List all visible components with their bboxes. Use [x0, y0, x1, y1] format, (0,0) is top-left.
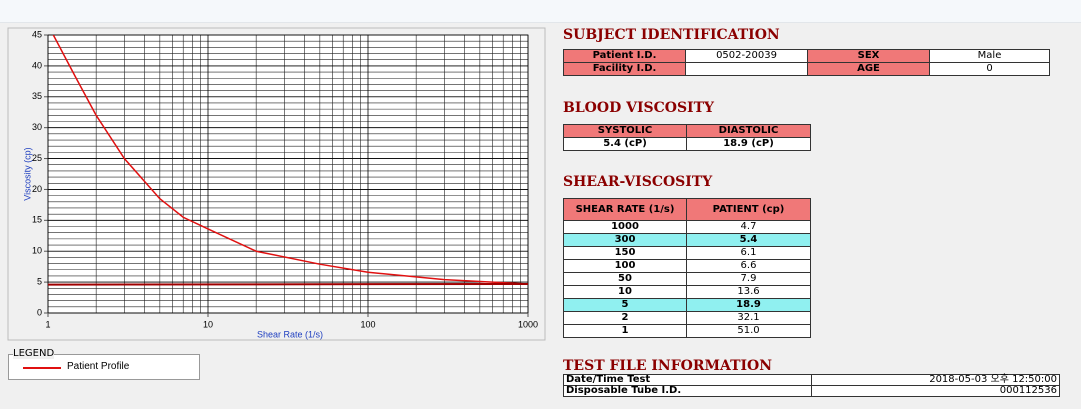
x-tick-label: 1 [45, 319, 50, 329]
legend: LEGEND Patient Profile [8, 348, 200, 380]
cell: 2018-05-03 오후 12:50:00 [811, 374, 1060, 386]
plot-area [47, 34, 529, 314]
cell: SYSTOLIC [563, 124, 687, 138]
chart: Shear Rate (1/s) Viscosity (cp) 0 5 10 15 20… [7, 27, 546, 341]
cell: SEX [807, 49, 930, 63]
y-tick-label: 35 [32, 91, 42, 101]
cell: 150 [563, 246, 687, 260]
cell: 2 [563, 311, 687, 325]
section-title: BLOOD VISCOSITY [563, 100, 715, 116]
cell: Facility I.D. [563, 62, 686, 76]
cell: 100 [563, 259, 687, 273]
cell: SHEAR RATE (1/s) [563, 198, 687, 221]
cell: 300 [563, 233, 687, 247]
cell: 5.4 [686, 233, 811, 247]
y-tick-label: 10 [32, 246, 42, 256]
cell: Disposable Tube I.D. [563, 385, 812, 397]
y-tick-label: 20 [32, 184, 42, 194]
cell: 18.9 [686, 298, 811, 312]
subject-table: Patient I.D. 0502-20039 SEX Male Facility I… [563, 49, 1050, 76]
row: Disposable Tube I.D. 000112536 [563, 385, 1060, 397]
row: 2 32.1 [563, 311, 811, 325]
y-tick-label: 30 [32, 122, 42, 132]
cell: 5 [563, 298, 687, 312]
x-tick-label: 10 [203, 319, 213, 329]
y-tick-label: 40 [32, 60, 42, 70]
row: 1 51.0 [563, 324, 811, 338]
title-bar [0, 0, 1081, 23]
y-tick-label: 5 [37, 276, 42, 286]
section-title: SHEAR-VISCOSITY [563, 174, 713, 190]
cell: 18.9 (cP) [686, 137, 811, 151]
cell: AGE [807, 62, 930, 76]
cell: 1 [563, 324, 687, 338]
y-tick-label: 45 [32, 29, 42, 39]
cell: 10 [563, 285, 687, 299]
legend-title: LEGEND [13, 348, 55, 359]
y-axis-label: Viscosity (cp) [22, 147, 32, 200]
x-axis-label: Shear Rate (1/s) [257, 329, 323, 339]
cell: 32.1 [686, 311, 811, 325]
cell: 50 [563, 272, 687, 286]
x-tick-label: 100 [360, 319, 375, 329]
cell: 1000 [563, 220, 687, 234]
cell: PATIENT (cp) [686, 198, 811, 221]
cell: 6.1 [686, 246, 811, 260]
cell: 4.7 [686, 220, 811, 234]
row: 5 18.9 [563, 298, 811, 312]
cell: 13.6 [686, 285, 811, 299]
y-tick-label: 15 [32, 215, 42, 225]
row: 100 6.6 [563, 259, 811, 273]
legend-swatch [23, 367, 61, 369]
legend-label: Patient Profile [67, 361, 130, 372]
cell: 51.0 [686, 324, 811, 338]
cell: 0 [929, 62, 1050, 76]
cell: Date/Time Test [563, 374, 812, 386]
cell: Male [929, 49, 1050, 63]
row: 1000 4.7 [563, 220, 811, 234]
cell: DIASTOLIC [686, 124, 811, 138]
x-tick-label: 1000 [518, 319, 538, 329]
cell: 7.9 [686, 272, 811, 286]
cell: 5.4 (cP) [563, 137, 687, 151]
row: Date/Time Test 2018-05-03 오후 12:50:00 [563, 374, 1060, 386]
y-tick-label: 25 [32, 153, 42, 163]
blood-table: SYSTOLIC DIASTOLIC 5.4 (cP) 18.9 (cP) [563, 124, 811, 151]
row: 50 7.9 [563, 272, 811, 286]
cell [685, 62, 808, 76]
row: 10 13.6 [563, 285, 811, 299]
row: 150 6.1 [563, 246, 811, 260]
cell: 6.6 [686, 259, 811, 273]
section-title: SUBJECT IDENTIFICATION [563, 27, 780, 43]
cell: 0502-20039 [685, 49, 808, 63]
row: 300 5.4 [563, 233, 811, 247]
shear-table: SHEAR RATE (1/s) PATIENT (cp) 1000 4.7 300 5… [563, 198, 811, 338]
series-line [48, 282, 528, 286]
series-line [52, 35, 528, 285]
cell: Patient I.D. [563, 49, 686, 63]
section-title: TEST FILE INFORMATION [563, 358, 773, 374]
y-tick-label: 0 [37, 307, 42, 317]
test-file-table: Date/Time Test 2018-05-03 오후 12:50:00 Disp… [563, 374, 1060, 397]
cell: 000112536 [811, 385, 1060, 397]
